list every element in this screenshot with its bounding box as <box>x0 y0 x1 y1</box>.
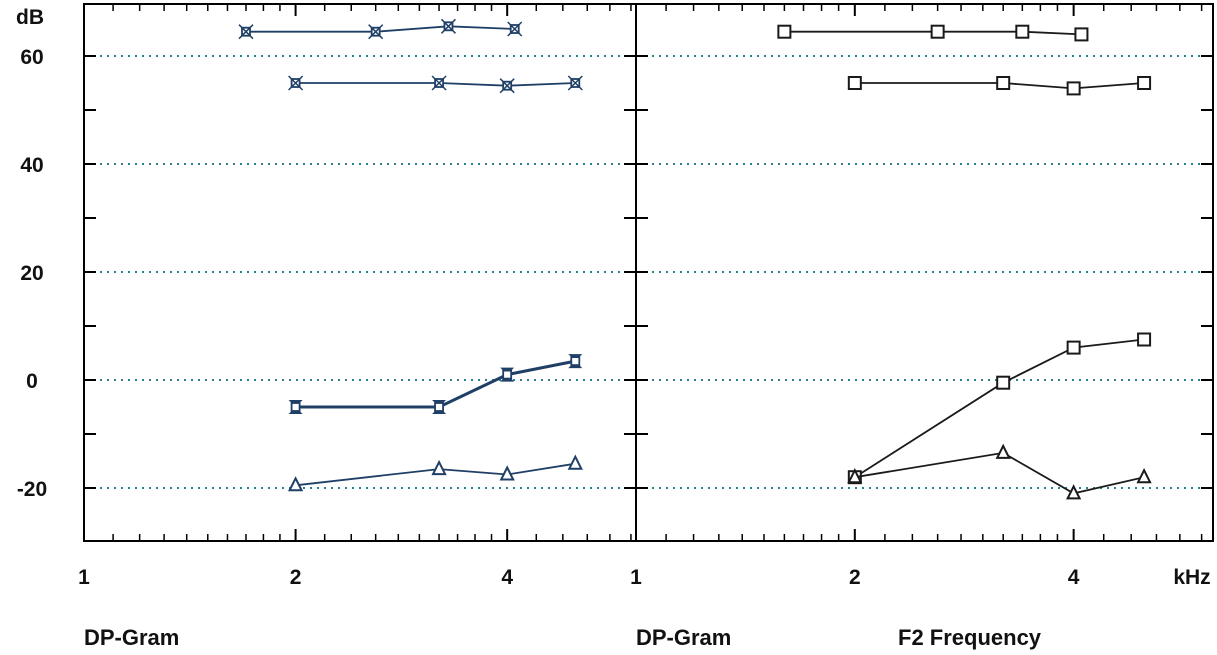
data-point <box>368 24 384 40</box>
triangle-marker <box>995 443 1011 459</box>
data-point <box>499 78 515 94</box>
data-point <box>288 75 304 91</box>
data-point <box>847 467 863 484</box>
square-marker <box>777 24 792 39</box>
series-line <box>854 338 1145 478</box>
y-tick-label: 20 <box>20 262 43 285</box>
data-point <box>930 24 945 39</box>
series-line <box>295 462 576 487</box>
x-marker-cross <box>368 24 384 40</box>
data-point <box>440 18 456 34</box>
x-tick-label: 4 <box>1068 566 1080 589</box>
x-marker-cross <box>431 75 447 91</box>
triangle-marker <box>1066 484 1082 500</box>
grid-lines <box>86 55 1211 489</box>
data-point <box>847 76 862 90</box>
x-tick-label: 1 <box>78 566 90 589</box>
bow-square-marker <box>434 402 444 412</box>
bow-square-marker <box>502 369 513 380</box>
x-unit-label: kHz <box>1173 566 1210 589</box>
data-point <box>567 454 583 470</box>
square-marker <box>996 375 1011 390</box>
x-marker-cross <box>288 75 304 91</box>
x-tick-label: 2 <box>849 566 861 589</box>
data-point <box>1066 340 1081 355</box>
data-point <box>1066 81 1081 96</box>
triangle-marker <box>1136 467 1152 484</box>
data-point <box>288 400 303 414</box>
data-point <box>1137 332 1152 347</box>
data-point <box>507 21 523 37</box>
series-line <box>784 30 1082 36</box>
data-point <box>500 367 515 382</box>
axis-ticks <box>83 4 1213 541</box>
data-point <box>431 75 447 91</box>
footer-right-label: F2 Frequency <box>898 625 1042 650</box>
data-point <box>431 459 447 476</box>
y-tick-label: -20 <box>17 478 47 501</box>
square-marker <box>1066 81 1081 96</box>
y-tick-label: 0 <box>26 370 38 393</box>
data-point <box>287 476 304 492</box>
x-marker-cross <box>567 75 583 91</box>
data-point <box>567 75 583 91</box>
x-tick-label: 4 <box>501 566 513 589</box>
footer-middle-label: DP-Gram <box>636 625 731 650</box>
square-marker <box>1066 340 1081 355</box>
bow-square-marker <box>570 356 581 367</box>
square-marker <box>930 24 945 39</box>
data-point <box>568 354 583 369</box>
data-point <box>499 465 515 481</box>
triangle-marker <box>499 465 515 481</box>
series-line <box>854 451 1145 495</box>
data-point <box>777 24 792 39</box>
bow-square-marker <box>290 402 301 412</box>
data-point <box>995 443 1011 459</box>
data-point <box>1074 27 1089 42</box>
series-layer <box>238 18 1152 500</box>
x-marker-cross <box>499 78 515 94</box>
series-line <box>295 359 576 409</box>
data-point <box>238 24 254 40</box>
data-point <box>996 375 1011 390</box>
data-point <box>996 76 1011 90</box>
x-tick-label: 1 <box>630 566 642 589</box>
data-point <box>1015 24 1030 39</box>
data-point <box>1136 467 1152 484</box>
x-marker-cross <box>507 21 523 37</box>
tick-labels: 1 2 4 60 40 20 0 -20 1 2 4 <box>17 46 1080 589</box>
triangle-marker <box>287 476 304 492</box>
series-line <box>245 25 515 33</box>
square-marker <box>1137 76 1152 90</box>
square-marker <box>1074 27 1089 42</box>
data-point <box>432 400 447 414</box>
x-tick-label: 2 <box>290 566 302 589</box>
triangle-marker <box>431 459 447 476</box>
square-marker <box>847 76 862 90</box>
footer-left-label: DP-Gram <box>84 625 179 650</box>
y-unit-label: dB <box>16 6 44 29</box>
plot-frames <box>83 3 1214 542</box>
triangle-marker <box>847 467 863 484</box>
square-marker <box>996 76 1011 90</box>
square-marker <box>1015 24 1030 39</box>
triangle-marker <box>567 454 583 470</box>
x-marker-cross <box>440 18 456 34</box>
y-tick-label: 60 <box>20 46 43 69</box>
x-marker-cross <box>238 24 254 40</box>
data-point <box>1137 76 1152 90</box>
data-point <box>1066 484 1082 500</box>
square-marker <box>1137 332 1152 347</box>
series-line <box>854 82 1145 90</box>
y-tick-label: 40 <box>20 154 43 177</box>
series-line <box>295 82 576 87</box>
